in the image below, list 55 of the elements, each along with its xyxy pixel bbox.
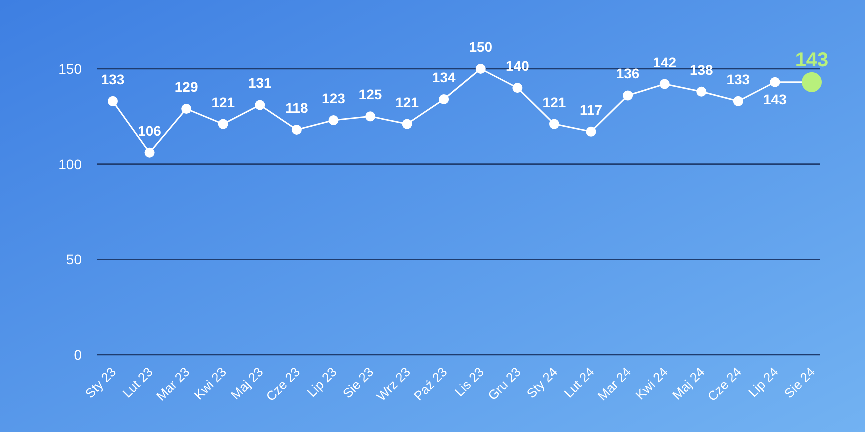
x-tick-label: Lut 24 <box>561 364 598 401</box>
y-tick-label: 100 <box>58 156 82 172</box>
x-tick-label: Lip 24 <box>746 364 782 400</box>
data-label: 118 <box>286 100 308 116</box>
data-label: 150 <box>469 39 493 55</box>
point <box>623 90 634 101</box>
data-label: 117 <box>580 102 603 118</box>
data-label: 121 <box>396 94 420 110</box>
data-label: 142 <box>653 54 677 70</box>
x-tick-label: Paź 23 <box>410 364 450 404</box>
point <box>218 119 228 130</box>
point <box>292 125 302 136</box>
point <box>770 77 780 88</box>
y-tick-label: 50 <box>66 252 82 268</box>
x-tick-label: Lip 23 <box>304 364 340 400</box>
point <box>696 86 707 97</box>
point <box>733 96 744 106</box>
point <box>476 64 486 74</box>
x-tick-label: Mar 24 <box>594 364 634 404</box>
point <box>182 104 192 114</box>
data-label: 125 <box>358 86 382 103</box>
point <box>512 83 523 94</box>
point <box>108 96 118 106</box>
x-tick-label: Sty 24 <box>524 364 561 402</box>
point <box>328 115 339 126</box>
x-tick-label: Mar 23 <box>153 364 193 404</box>
data-label: 131 <box>248 75 272 92</box>
data-label: 133 <box>101 71 125 88</box>
y-tick-label: 150 <box>58 61 82 77</box>
data-label: 121 <box>212 94 236 110</box>
x-tick-label: Lut 23 <box>120 364 156 401</box>
point <box>660 79 670 90</box>
data-label: 106 <box>138 122 162 139</box>
x-tick-label: Kwi 24 <box>632 364 671 403</box>
x-tick-label: Kwi 23 <box>191 364 230 403</box>
point <box>255 100 266 110</box>
point <box>549 119 560 130</box>
data-label: 123 <box>322 90 346 106</box>
data-label: 143 <box>795 49 829 72</box>
x-tick-label: Sty 23 <box>82 364 120 402</box>
x-tick-label: Sie 24 <box>781 364 818 402</box>
point <box>144 148 155 158</box>
point <box>402 119 412 130</box>
data-label: 136 <box>616 66 640 82</box>
point <box>586 126 596 137</box>
x-tick-label: Gru 23 <box>485 364 524 404</box>
data-label: 129 <box>174 79 198 96</box>
x-tick-label: Lis 23 <box>452 364 488 400</box>
data-label: 143 <box>764 91 788 108</box>
point <box>439 94 450 105</box>
data-label: 121 <box>542 94 566 110</box>
data-label: 133 <box>726 71 750 88</box>
y-tick-label: 0 <box>74 347 82 363</box>
data-label: 134 <box>432 70 456 86</box>
point <box>366 112 376 122</box>
